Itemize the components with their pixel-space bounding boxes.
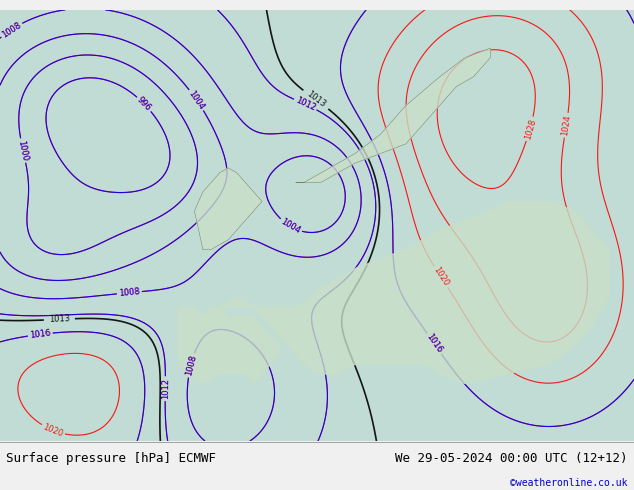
- Text: 1016: 1016: [424, 332, 444, 355]
- Polygon shape: [195, 168, 262, 249]
- Text: 1004: 1004: [279, 217, 302, 236]
- Text: 1024: 1024: [560, 114, 573, 136]
- Text: 1000: 1000: [16, 139, 30, 162]
- Text: 1020: 1020: [431, 266, 450, 288]
- Text: 1016: 1016: [424, 332, 444, 355]
- Text: 1004: 1004: [187, 89, 206, 111]
- Text: 1008: 1008: [184, 354, 198, 376]
- Text: 1016: 1016: [29, 329, 51, 340]
- Text: 1004: 1004: [187, 89, 206, 111]
- Text: 1008: 1008: [0, 20, 23, 39]
- Text: 1012: 1012: [294, 96, 317, 113]
- Text: 996: 996: [136, 95, 153, 113]
- Text: ©weatheronline.co.uk: ©weatheronline.co.uk: [510, 478, 628, 488]
- Text: 1008: 1008: [119, 287, 140, 298]
- Text: 1016: 1016: [29, 329, 51, 340]
- Text: 1012: 1012: [160, 378, 170, 399]
- Text: 1008: 1008: [119, 287, 140, 298]
- Polygon shape: [220, 201, 609, 384]
- Text: 1000: 1000: [16, 139, 30, 162]
- Text: 1012: 1012: [294, 96, 317, 113]
- Polygon shape: [178, 307, 279, 384]
- Text: 1013: 1013: [49, 315, 70, 324]
- Text: 1008: 1008: [0, 20, 23, 39]
- Text: 1012: 1012: [160, 378, 170, 399]
- Text: 1013: 1013: [305, 90, 327, 109]
- Text: 996: 996: [136, 95, 153, 113]
- Text: 1020: 1020: [42, 422, 65, 439]
- Polygon shape: [296, 48, 490, 182]
- Text: 1008: 1008: [184, 354, 198, 376]
- Text: 1028: 1028: [523, 118, 537, 140]
- Text: Surface pressure [hPa] ECMWF: Surface pressure [hPa] ECMWF: [6, 452, 216, 465]
- Text: 1004: 1004: [279, 217, 302, 236]
- Text: We 29-05-2024 00:00 UTC (12+12): We 29-05-2024 00:00 UTC (12+12): [395, 452, 628, 465]
